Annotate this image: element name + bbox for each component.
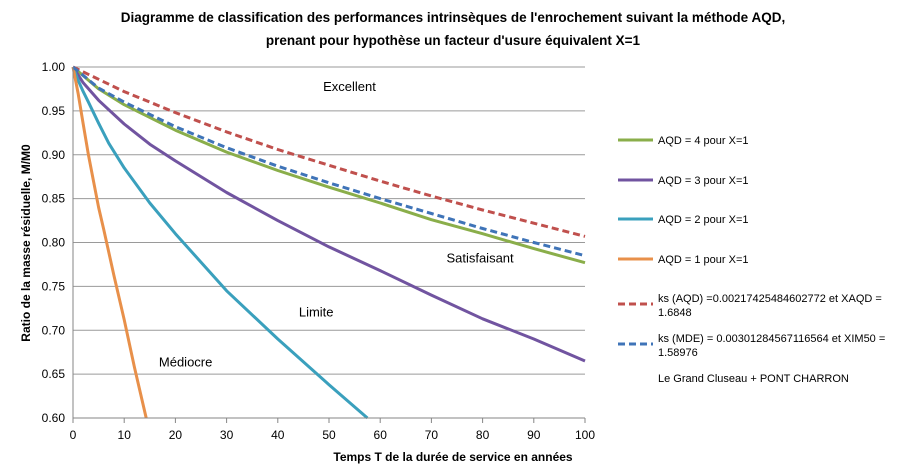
gridlines: [73, 66, 585, 419]
series-line-1: [72, 65, 586, 265]
x-axis-title: Temps T de la durée de service en années: [333, 450, 573, 464]
legend-label: ks (MDE) = 0.00301284567116564 et XIM50 …: [658, 333, 885, 359]
region-label: Médiocre: [159, 355, 212, 370]
legend-note: Le Grand Cluseau + PONT CHARRON: [658, 373, 849, 385]
y-tick-label: 0.85: [42, 192, 66, 206]
series-line-4: [71, 66, 148, 419]
x-tick-label: 90: [527, 428, 541, 442]
legend-label: AQD = 1 pour X=1: [658, 254, 749, 266]
y-tick-label: 0.80: [42, 236, 66, 250]
x-tick-label: 60: [374, 428, 388, 442]
legend-label: AQD = 3 pour X=1: [658, 175, 749, 187]
y-tick-label: 0.90: [42, 148, 66, 162]
series-line-2: [71, 66, 586, 363]
data-series: [71, 65, 586, 420]
x-tick-label: 50: [322, 428, 336, 442]
x-tick-label: 30: [220, 428, 234, 442]
x-tick-labels: 0 10 20 30 40 50 60 70 80 90 100: [70, 418, 595, 442]
legend-label: ks (AQD) =0.00217425484602772 et XAQD = 1…: [658, 293, 882, 319]
x-tick-label: 40: [271, 428, 285, 442]
x-tick-label: 80: [476, 428, 490, 442]
y-axis-title: Ratio de la masse résiduelle, M/M0: [19, 144, 33, 342]
series-line-6: [72, 65, 586, 258]
region-label: Excellent: [323, 79, 376, 94]
x-tick-label: 10: [118, 428, 132, 442]
x-tick-label: 100: [575, 428, 595, 442]
x-tick-label: 70: [425, 428, 439, 442]
y-tick-label: 0.65: [42, 367, 66, 381]
region-label: Limite: [299, 305, 334, 320]
legend: AQD = 4 pour X=1 AQD = 3 pour X=1 AQD = 2 …: [618, 135, 885, 385]
y-tick-label: 0.95: [42, 104, 66, 118]
series-line-3: [71, 66, 369, 420]
y-tick-label: 0.75: [42, 279, 66, 293]
series-line-5: [72, 65, 586, 238]
legend-label: AQD = 4 pour X=1: [658, 135, 749, 147]
x-tick-label: 20: [169, 428, 183, 442]
region-annotations: Excellent Satisfaisant Limite Médiocre: [159, 79, 514, 370]
legend-label: AQD = 2 pour X=1: [658, 214, 749, 226]
y-tick-labels: 0.60 0.65 0.70 0.75 0.80 0.85 0.90 0.95 1.00: [42, 60, 66, 425]
chart-title-line2: prenant pour hypothèse un facteur d'usur…: [266, 33, 641, 48]
chart-title-line1: Diagramme de classification des performa…: [121, 10, 785, 25]
x-tick-label: 0: [70, 428, 77, 442]
region-label: Satisfaisant: [446, 250, 514, 265]
y-tick-label: 0.70: [42, 323, 66, 337]
y-tick-label: 0.60: [42, 411, 66, 425]
y-tick-label: 1.00: [42, 60, 66, 74]
